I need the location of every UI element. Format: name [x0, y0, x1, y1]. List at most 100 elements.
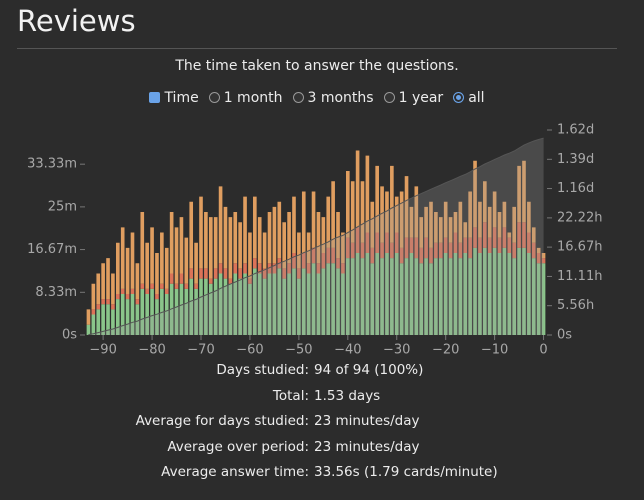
stats-row: Average answer time: 33.56s (1.79 cards/m…: [0, 464, 644, 490]
bar-segment: [458, 258, 463, 335]
bar-segment: [453, 253, 458, 335]
bar-segment: [492, 191, 497, 228]
stat-label: Average answer time:: [161, 464, 309, 481]
bar-segment: [345, 171, 350, 238]
bar-segment: [541, 253, 546, 259]
control[interactable]: 1 year: [383, 90, 444, 106]
bar-segment: [277, 201, 282, 259]
bar-segment: [399, 247, 404, 264]
y2-tick-label: 22.22h: [557, 210, 602, 225]
bar-segment: [429, 201, 433, 248]
bar-segment: [189, 268, 194, 279]
bar-segment: [248, 232, 252, 279]
radio[interactable]: [453, 92, 465, 103]
bar-segment: [492, 227, 497, 248]
bar-segment: [140, 283, 145, 289]
bar-segment: [96, 304, 101, 310]
bar-segment: [531, 242, 536, 259]
bar-segment: [468, 237, 472, 259]
bar-segment: [536, 247, 541, 253]
bar-segment: [262, 268, 267, 279]
bar-segment: [106, 304, 110, 335]
y2-tick-label: 1.39d: [557, 152, 594, 167]
bar-segment: [145, 288, 149, 294]
control[interactable]: all: [453, 90, 485, 106]
bar-segment: [448, 258, 453, 335]
bar-segment: [272, 263, 277, 274]
bar-segment: [208, 217, 213, 279]
bar-segment: [96, 309, 101, 335]
bar-segment: [316, 263, 321, 274]
bar-segment: [145, 294, 149, 335]
radio[interactable]: [383, 92, 395, 103]
bar-segment: [223, 206, 228, 269]
bar-segment: [106, 258, 110, 300]
x-tick-label: −10: [481, 343, 508, 358]
bar-segment: [478, 201, 482, 238]
bar-segment: [316, 273, 321, 335]
bar-segment: [370, 201, 375, 248]
bar-segment: [106, 299, 110, 305]
bar-segment: [522, 160, 526, 223]
bar-segment: [331, 247, 335, 264]
checkbox[interactable]: [149, 92, 161, 103]
bar-segment: [179, 273, 184, 284]
bar-segment: [527, 232, 531, 253]
stat-label: Total:: [272, 387, 309, 404]
bar-segment: [409, 253, 414, 335]
bar-segment: [115, 242, 120, 294]
bar-segment: [223, 278, 228, 335]
bar-segment: [331, 263, 335, 335]
bar-segment: [160, 232, 164, 284]
bar-segment: [96, 273, 101, 305]
radio[interactable]: [292, 92, 304, 103]
bar-segment: [512, 242, 517, 259]
bar-segment: [306, 263, 311, 274]
bar-segment: [282, 222, 287, 269]
bar-segment: [135, 304, 140, 335]
bar-segment: [301, 253, 306, 269]
bar-segment: [497, 212, 502, 238]
bar-segment: [487, 253, 492, 335]
bar-segment: [199, 278, 203, 335]
bar-segment: [380, 242, 384, 259]
bar-segment: [492, 247, 497, 335]
bar-segment: [160, 283, 164, 289]
control[interactable]: 1 month: [208, 90, 283, 106]
bar-segment: [385, 191, 389, 233]
bar-segment: [468, 191, 472, 238]
bar-segment: [453, 212, 458, 233]
bar-segment: [473, 227, 477, 248]
x-tick-label: −20: [432, 343, 459, 358]
bar-segment: [424, 258, 428, 335]
bar-segment: [438, 258, 443, 335]
bar-segment: [463, 253, 468, 335]
bar-segment: [228, 283, 233, 335]
bar-segment: [282, 268, 287, 279]
control-label: all: [468, 90, 485, 106]
radio[interactable]: [208, 92, 220, 103]
control[interactable]: 3 months: [292, 90, 374, 106]
bar-segment: [350, 242, 355, 259]
control-label: 1 year: [398, 90, 444, 106]
bar-segment: [189, 201, 194, 269]
bar-segment: [135, 263, 140, 300]
bar-segment: [448, 217, 453, 243]
bar-segment: [164, 288, 169, 294]
control-label: 3 months: [307, 90, 374, 106]
bar-segment: [502, 201, 507, 228]
bar-segment: [150, 227, 154, 284]
bar-segment: [399, 263, 404, 335]
stat-value: 33.56s (1.79 cards/minute): [314, 464, 498, 481]
bar-segment: [414, 237, 419, 259]
bar-segment: [306, 232, 311, 264]
bar-segment: [267, 212, 272, 264]
bar-segment: [507, 232, 512, 238]
chart-subtitle: The time taken to answer the questions.: [175, 58, 459, 74]
bar-segment: [360, 242, 365, 259]
bar-segment: [228, 278, 233, 284]
bar-segment: [341, 232, 345, 264]
bar-segment: [463, 222, 468, 238]
bar-segment: [443, 253, 448, 335]
control[interactable]: Time: [149, 90, 199, 106]
